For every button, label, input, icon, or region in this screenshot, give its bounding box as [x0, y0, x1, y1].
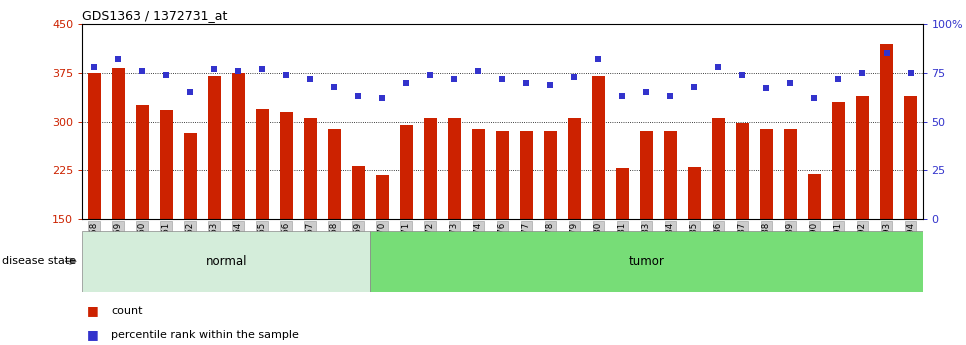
- Bar: [159, 110, 173, 219]
- Point: [495, 76, 510, 81]
- Point: [183, 90, 198, 95]
- Text: tumor: tumor: [629, 255, 665, 268]
- Bar: [568, 118, 581, 219]
- Bar: [376, 175, 389, 219]
- Point: [855, 70, 870, 76]
- Bar: [639, 131, 653, 219]
- Text: count: count: [111, 306, 143, 315]
- Bar: [832, 102, 845, 219]
- Bar: [82, 231, 370, 292]
- Bar: [904, 96, 917, 219]
- Point: [231, 68, 246, 74]
- Bar: [544, 131, 557, 219]
- Bar: [783, 129, 797, 219]
- Bar: [520, 131, 533, 219]
- Bar: [664, 131, 677, 219]
- Point: [446, 76, 462, 81]
- Point: [663, 93, 678, 99]
- Bar: [232, 73, 244, 219]
- Text: percentile rank within the sample: percentile rank within the sample: [111, 330, 298, 339]
- Point: [687, 84, 702, 89]
- Bar: [712, 118, 725, 219]
- Point: [470, 68, 486, 74]
- Bar: [615, 168, 629, 219]
- Text: normal: normal: [206, 255, 247, 268]
- Point: [327, 84, 342, 89]
- Point: [519, 80, 534, 85]
- Point: [879, 51, 895, 56]
- Bar: [88, 73, 100, 219]
- Point: [543, 82, 558, 87]
- Bar: [880, 43, 894, 219]
- Bar: [135, 105, 149, 219]
- Bar: [688, 167, 701, 219]
- Point: [807, 96, 822, 101]
- Bar: [760, 129, 773, 219]
- Bar: [447, 118, 461, 219]
- Bar: [352, 166, 365, 219]
- Bar: [111, 68, 125, 219]
- Bar: [256, 109, 269, 219]
- Bar: [208, 76, 221, 219]
- Point: [614, 93, 630, 99]
- Point: [782, 80, 798, 85]
- Point: [278, 72, 294, 78]
- Point: [758, 86, 774, 91]
- Bar: [471, 129, 485, 219]
- Text: ■: ■: [87, 304, 99, 317]
- Point: [590, 57, 606, 62]
- Point: [903, 70, 919, 76]
- Point: [254, 66, 270, 72]
- Bar: [400, 125, 412, 219]
- Text: ■: ■: [87, 328, 99, 341]
- Point: [134, 68, 150, 74]
- Bar: [424, 118, 437, 219]
- Text: disease state: disease state: [2, 256, 76, 266]
- Point: [375, 96, 390, 101]
- Bar: [592, 76, 605, 219]
- Point: [422, 72, 438, 78]
- Bar: [370, 231, 923, 292]
- Bar: [496, 131, 509, 219]
- Point: [711, 64, 726, 70]
- Bar: [279, 112, 293, 219]
- Point: [639, 90, 654, 95]
- Point: [158, 72, 174, 78]
- Point: [302, 76, 318, 81]
- Point: [351, 93, 366, 99]
- Point: [86, 64, 101, 70]
- Bar: [327, 129, 341, 219]
- Bar: [808, 174, 821, 219]
- Bar: [303, 118, 317, 219]
- Point: [207, 66, 222, 72]
- Bar: [736, 123, 749, 219]
- Bar: [856, 96, 869, 219]
- Point: [735, 72, 751, 78]
- Point: [399, 80, 414, 85]
- Point: [567, 74, 582, 80]
- Text: GDS1363 / 1372731_at: GDS1363 / 1372731_at: [82, 9, 227, 22]
- Bar: [184, 133, 197, 219]
- Point: [831, 76, 846, 81]
- Point: [110, 57, 126, 62]
